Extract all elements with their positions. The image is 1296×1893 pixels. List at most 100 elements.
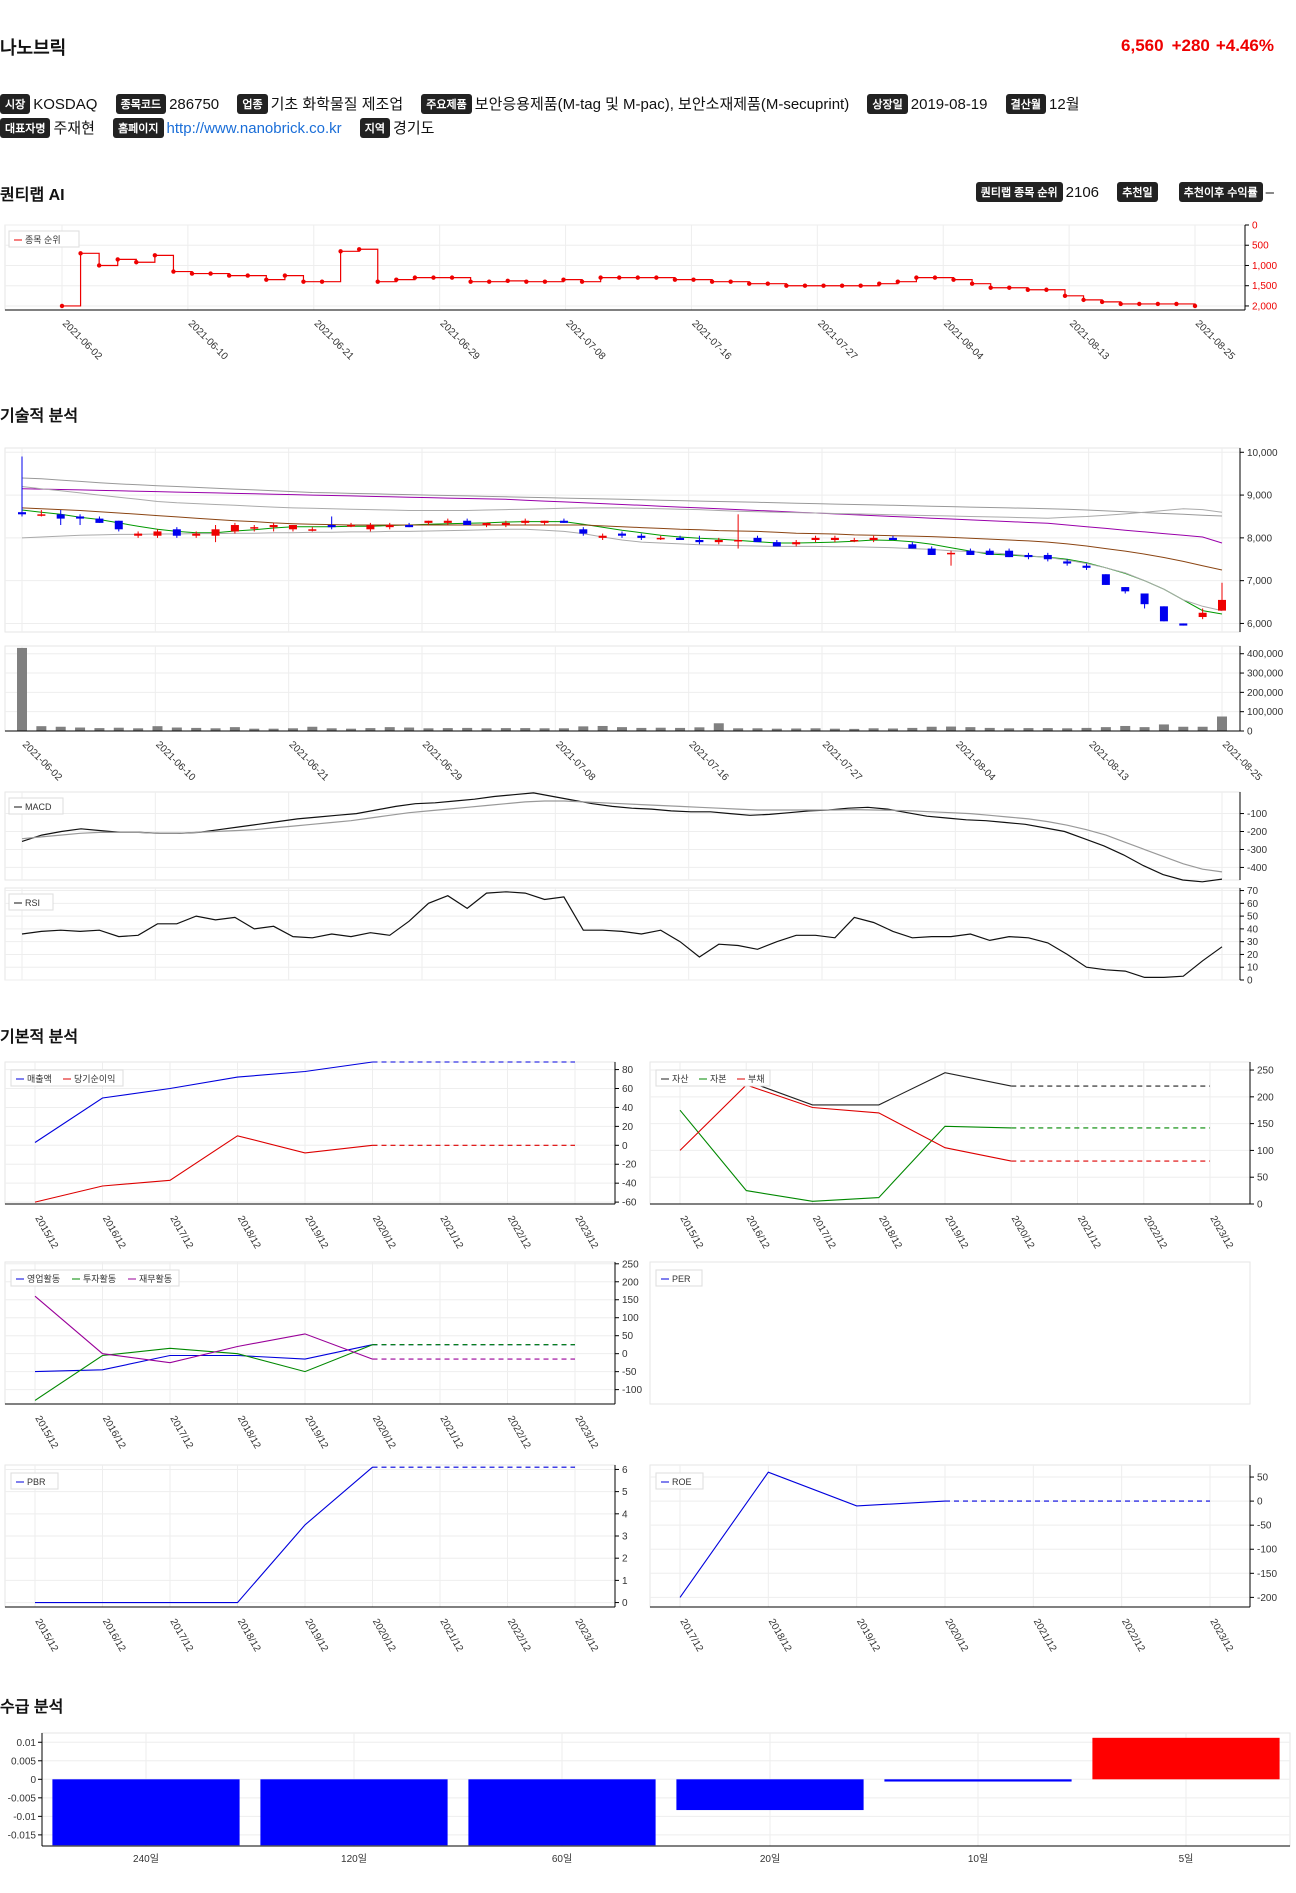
series-line — [35, 1466, 373, 1604]
x-tick-label: 240일 — [133, 1853, 159, 1865]
x-tick-label: 2015/12 — [32, 1617, 60, 1654]
legend-item: RSI — [25, 898, 40, 908]
y-tick-label: 7,000 — [1247, 576, 1272, 587]
plot-frame — [41, 1732, 1291, 1847]
x-tick-label: 2020/12 — [370, 1617, 398, 1654]
candle-body — [1063, 561, 1072, 564]
market-tag: 시장 — [0, 94, 31, 114]
y-tick-label: 0 — [1247, 976, 1253, 986]
rank-value: 2106 — [1065, 184, 1100, 201]
homepage-link[interactable]: http://www.nanobrick.co.kr — [166, 120, 342, 137]
x-tick-label: 60일 — [552, 1853, 572, 1865]
price-block: 6,560 +280 +4.46% — [1113, 36, 1274, 56]
x-tick-label: 2018/12 — [235, 1617, 263, 1654]
y-tick-label: 50 — [1257, 1173, 1269, 1184]
candle-body — [598, 535, 607, 538]
info-row-2: 대표자명 주재현 홈페이지 http://www.nanobrick.co.kr 지… — [0, 117, 448, 138]
rank-point — [505, 278, 510, 284]
supply-bar — [468, 1779, 656, 1846]
volume-bar — [17, 647, 27, 731]
fiscal-value: 12월 — [1049, 96, 1080, 113]
candle-body — [695, 540, 704, 543]
market-value: KOSDAQ — [33, 96, 98, 113]
x-tick-label: 2019/12 — [302, 1617, 330, 1654]
rank-point — [617, 275, 622, 280]
volume-bar — [558, 728, 569, 731]
x-tick-label: 2018/12 — [766, 1617, 794, 1654]
x-tick-label: 2016/12 — [100, 1617, 128, 1654]
y-tick-label: 40 — [1247, 924, 1259, 935]
x-tick-label: 2015/12 — [32, 1414, 60, 1451]
ceo-value: 주재현 — [53, 120, 95, 137]
volume-bar — [636, 727, 647, 731]
supply-bar — [884, 1779, 1072, 1782]
y-tick-label: 150 — [622, 1295, 639, 1306]
candle-body — [1121, 587, 1130, 592]
candle-body — [1198, 612, 1207, 618]
x-tick-label: 2020/12 — [942, 1617, 970, 1654]
x-tick-label: 2021-06-10 — [186, 318, 230, 362]
y-tick-label: -100 — [1257, 1545, 1277, 1556]
rank-point — [821, 283, 826, 288]
volume-bar — [868, 728, 879, 731]
rank-point — [282, 273, 288, 278]
volume-bar — [733, 728, 744, 731]
candle-body — [908, 544, 917, 549]
rank-point — [375, 279, 380, 284]
x-tick-label: 2021-07-16 — [687, 739, 731, 783]
code-tag: 종목코드 — [115, 94, 167, 114]
y-tick-label: 50 — [622, 1331, 634, 1342]
plot-frame — [4, 224, 1246, 311]
volume-bar — [1100, 727, 1111, 731]
y-tick-label: -100 — [622, 1385, 642, 1396]
candle-body — [405, 525, 414, 528]
x-tick-label: 2017/12 — [167, 1617, 195, 1654]
candle-body — [288, 525, 297, 530]
rank-point — [784, 283, 789, 288]
x-tick-label: 2018/12 — [235, 1414, 263, 1451]
rsi-line — [21, 891, 1223, 978]
y-tick-label: -200 — [1257, 1593, 1277, 1604]
region-value: 경기도 — [393, 120, 435, 137]
legend-box — [8, 230, 80, 248]
x-tick-label: 2021-06-02 — [20, 739, 64, 783]
rank-point — [932, 275, 938, 280]
legend-box — [655, 1069, 771, 1087]
plot-frame — [4, 791, 1241, 881]
plot-frame — [4, 645, 1241, 732]
rank-point — [171, 269, 176, 274]
legend-item: 투자활동 — [83, 1273, 116, 1284]
x-tick-label: 2019/12 — [854, 1617, 882, 1654]
industry-tag: 업종 — [237, 94, 268, 114]
candle-body — [869, 537, 878, 540]
y-tick-label: 500 — [1252, 241, 1269, 252]
x-tick-label: 2021-07-16 — [689, 318, 733, 362]
x-tick-label: 2022/12 — [1119, 1617, 1147, 1654]
legend-box — [655, 1472, 704, 1490]
volume-bar — [1081, 727, 1092, 731]
rank-point — [226, 273, 232, 278]
candle-body — [482, 522, 491, 526]
rank-chart: 2021-06-02 2021-06-10 2021-06-21 2021-06-29… — [4, 221, 1277, 363]
legend-box — [8, 797, 64, 815]
y-tick-label: 0 — [1252, 221, 1258, 232]
x-tick-label: 2021-06-10 — [153, 739, 197, 783]
x-tick-label: 2021-08-25 — [1193, 318, 1237, 362]
y-tick-label: 100 — [1257, 1146, 1274, 1157]
series-line — [34, 1344, 373, 1401]
fundamental-charts: 2015/12 2016/12 2017/12 2018/12 2019/12 2020/… — [4, 1061, 1277, 1654]
volume-bar — [771, 728, 782, 731]
y-tick-label: -0.01 — [13, 1812, 36, 1823]
products-tag: 주요제품 — [421, 94, 472, 114]
ceo-tag: 대표자명 — [0, 118, 51, 138]
rank-point — [468, 279, 473, 284]
supply-bar — [52, 1779, 240, 1846]
series-line — [679, 1471, 946, 1598]
candle-body — [656, 537, 665, 540]
quantlab-summary: 퀀티랩 종목 순위 2106 추천일 추천이후 수익률 – — [975, 182, 1274, 202]
volume-bar — [481, 728, 492, 731]
x-tick-label: 2021-06-21 — [312, 318, 356, 362]
legend-item: 부채 — [748, 1074, 765, 1084]
plot-frame — [649, 1464, 1251, 1608]
y-tick-label: 400,000 — [1247, 649, 1284, 660]
